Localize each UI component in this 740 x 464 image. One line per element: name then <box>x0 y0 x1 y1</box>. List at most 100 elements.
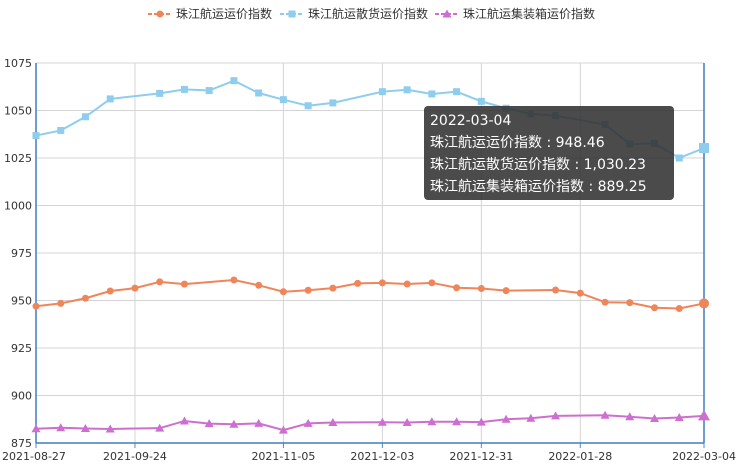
legend-item-bulk-index[interactable]: 珠江航运散货运价指数 <box>280 6 428 21</box>
data-point-bulk-index <box>230 77 238 85</box>
legend-label-freight-index: 珠江航运运价指数 <box>176 6 272 21</box>
series-layer <box>31 77 710 434</box>
data-point-container-index <box>278 425 288 434</box>
data-point-bulk-index <box>403 86 411 94</box>
data-point-freight-index <box>651 304 659 312</box>
tooltip: 2022-03-04 珠江航运运价指数 : 948.46 珠江航运散货运价指数 … <box>424 106 674 200</box>
tooltip-row-container-index: 珠江航运集装箱运价指数 : 889.25 <box>430 179 647 195</box>
x-tick-label: 2022-03-04 <box>672 450 736 463</box>
legend-label-container-index: 珠江航运集装箱运价指数 <box>463 6 595 21</box>
data-point-container-index <box>625 412 635 421</box>
data-point-container-index <box>600 410 610 419</box>
data-point-bulk-index <box>81 113 89 121</box>
data-point-container-index <box>105 424 115 433</box>
tooltip-row-freight-index: 珠江航运运价指数 : 948.46 <box>430 135 605 151</box>
data-point-container-index <box>254 418 264 427</box>
x-tick-label: 2021-08-27 <box>2 450 66 463</box>
data-point-freight-index <box>576 289 584 297</box>
data-point-bulk-index <box>205 87 213 95</box>
data-point-bulk-index <box>32 132 40 140</box>
data-point-freight-index <box>180 280 188 288</box>
data-point-bulk-index <box>57 126 65 134</box>
data-point-freight-index <box>502 287 510 295</box>
data-point-container-index <box>650 413 660 422</box>
y-tick-label: 1000 <box>4 200 32 213</box>
data-point-freight-index <box>81 294 89 302</box>
data-point-bulk-index <box>477 97 485 105</box>
legend-marker-container-index <box>442 9 452 18</box>
legend-marker-freight-index <box>156 10 164 18</box>
data-point-container-index <box>303 418 313 427</box>
x-tick-label: 2021-09-24 <box>103 450 167 463</box>
data-point-container-index <box>551 411 561 420</box>
data-point-freight-index <box>32 302 40 310</box>
legend-marker-bulk-index <box>288 10 296 18</box>
data-point-container-index <box>402 417 412 426</box>
y-tick-label: 900 <box>11 390 32 403</box>
data-point-container-index <box>31 424 41 433</box>
data-point-bulk-index <box>378 88 386 96</box>
data-point-freight-index <box>378 279 386 287</box>
data-point-freight-index <box>156 278 164 286</box>
data-point-freight-index <box>477 285 485 293</box>
data-point-freight-index <box>552 286 560 294</box>
y-tick-label: 975 <box>11 247 32 260</box>
data-point-bulk-index <box>699 143 709 154</box>
y-tick-label: 925 <box>11 342 32 355</box>
series-container-index <box>31 409 710 434</box>
data-point-freight-index <box>699 298 709 309</box>
data-point-bulk-index <box>255 89 263 97</box>
data-point-freight-index <box>230 276 238 284</box>
data-point-freight-index <box>626 299 634 307</box>
data-point-freight-index <box>428 279 436 287</box>
y-tick-label: 1075 <box>4 57 32 70</box>
data-point-freight-index <box>255 281 263 289</box>
data-point-freight-index <box>453 284 461 292</box>
data-point-container-index <box>427 417 437 426</box>
data-point-container-index <box>526 413 536 422</box>
legend-label-bulk-index: 珠江航运散货运价指数 <box>308 6 428 21</box>
data-point-bulk-index <box>329 99 337 107</box>
data-point-container-index <box>56 423 66 432</box>
data-point-container-index <box>155 423 165 432</box>
y-tick-label: 950 <box>11 295 32 308</box>
x-tick-label: 2022-01-28 <box>548 450 612 463</box>
data-point-bulk-index <box>279 96 287 104</box>
data-point-container-index <box>377 417 387 426</box>
data-point-freight-index <box>329 284 337 292</box>
legend-item-freight-index[interactable]: 珠江航运运价指数 <box>148 6 272 21</box>
axes: 875 900 925 950 975 1000 1025 1050 1075 2021-08-2… <box>2 57 736 463</box>
x-tick-label: 2021-12-31 <box>449 450 513 463</box>
data-point-container-index <box>328 417 338 426</box>
tooltip-row-bulk-index: 珠江航运散货运价指数 : 1,030.23 <box>430 157 646 173</box>
data-point-container-index <box>452 417 462 426</box>
data-point-freight-index <box>57 299 65 307</box>
legend[interactable]: 珠江航运运价指数 珠江航运散货运价指数 珠江航运集装箱运价指数 <box>148 6 595 21</box>
data-point-container-index <box>204 419 214 428</box>
tooltip-date: 2022-03-04 <box>430 113 512 129</box>
data-point-container-index <box>80 424 90 433</box>
data-point-freight-index <box>106 287 114 295</box>
data-point-freight-index <box>131 284 139 292</box>
data-point-bulk-index <box>304 102 312 110</box>
data-point-freight-index <box>304 286 312 294</box>
series-line-freight-index <box>35 278 705 310</box>
series-freight-index <box>32 276 709 312</box>
data-point-bulk-index <box>675 154 683 162</box>
data-point-container-index <box>179 416 189 425</box>
data-point-container-index <box>674 413 684 422</box>
data-point-bulk-index <box>453 88 461 96</box>
data-point-bulk-index <box>428 90 436 98</box>
x-tick-label: 2021-12-03 <box>350 450 414 463</box>
y-tick-label: 875 <box>11 437 32 450</box>
data-point-freight-index <box>601 298 609 306</box>
data-point-container-index <box>501 414 511 423</box>
data-point-freight-index <box>354 279 362 287</box>
data-point-bulk-index <box>156 89 164 97</box>
data-point-bulk-index <box>106 95 114 103</box>
y-tick-label: 1050 <box>4 105 32 118</box>
legend-item-container-index[interactable]: 珠江航运集装箱运价指数 <box>435 6 595 21</box>
y-tick-label: 1025 <box>4 152 32 165</box>
